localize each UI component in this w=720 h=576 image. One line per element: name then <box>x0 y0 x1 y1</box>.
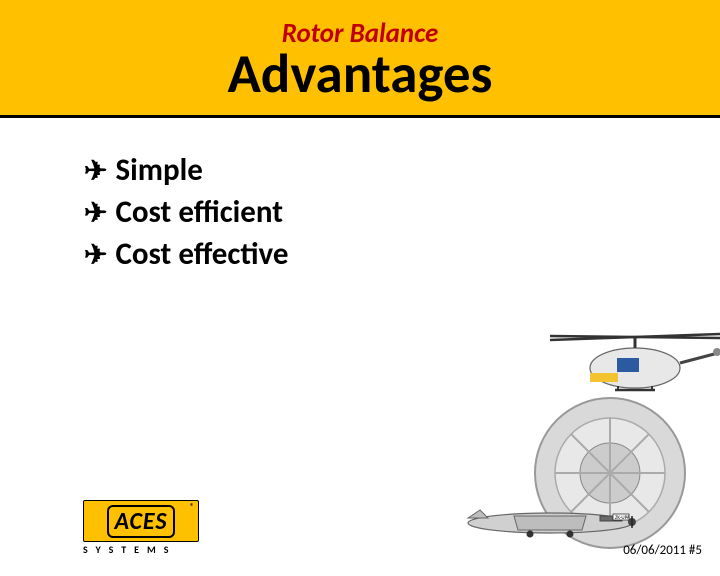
company-logo: ACES ® <box>83 500 199 542</box>
bullet-text: Simple <box>115 150 202 192</box>
aircraft-collage-graphic: ZK-UPA <box>420 298 720 558</box>
bullet-text: Cost efficient <box>115 192 283 234</box>
logo-subtext: SYSTEMS <box>83 543 203 556</box>
slide-number: #5 <box>689 543 702 558</box>
helicopter-icon <box>550 334 720 390</box>
bullet-text: Cost effective <box>115 234 288 276</box>
airplane-icon: ✈ <box>84 194 107 232</box>
slide-footer: 06/06/2011 #5 <box>623 543 702 558</box>
slide-title: Advantages <box>0 44 720 105</box>
header-band: Rotor Balance Advantages <box>0 0 720 118</box>
registered-mark: ® <box>190 502 194 512</box>
airplane-icon: ✈ <box>84 152 107 190</box>
list-item: ✈ Simple <box>84 150 680 192</box>
list-item: ✈ Cost efficient <box>84 192 680 234</box>
bullet-list: ✈ Simple ✈ Cost efficient ✈ Cost effecti… <box>84 150 680 276</box>
logo-text: ACES <box>107 505 174 538</box>
footer-date: 06/06/2011 <box>623 543 686 558</box>
svg-text:ZK-UPA: ZK-UPA <box>615 515 630 521</box>
list-item: ✈ Cost effective <box>84 234 680 276</box>
slide-container: Rotor Balance Advantages ✈ Simple ✈ Cost… <box>0 0 720 576</box>
airplane-icon: ✈ <box>84 236 107 274</box>
